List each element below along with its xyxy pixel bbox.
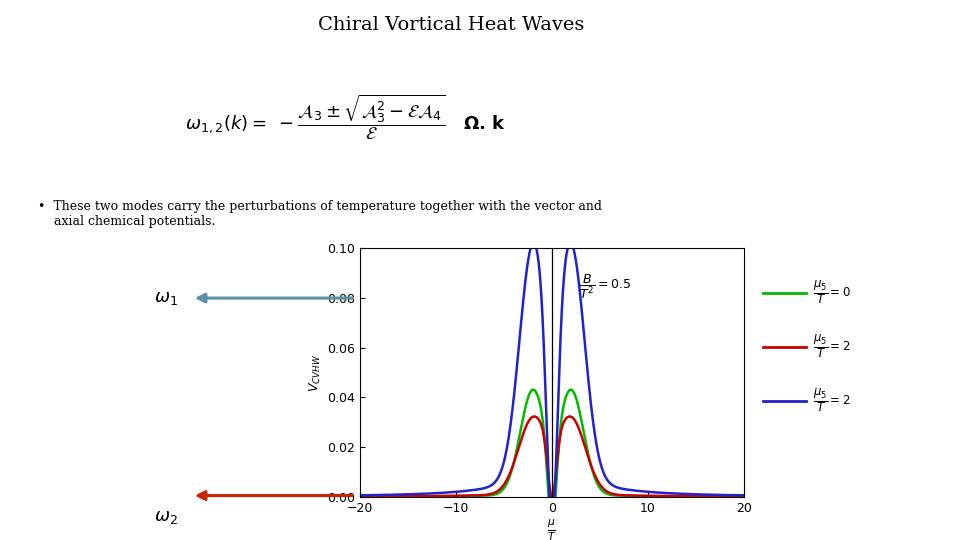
Text: $\dfrac{B}{T^2} = 0.5$: $\dfrac{B}{T^2} = 0.5$ <box>579 273 631 301</box>
Text: Chiral Vortical Heat Waves: Chiral Vortical Heat Waves <box>318 16 585 34</box>
Text: $\dfrac{\mu_5}{T}=0$: $\dfrac{\mu_5}{T}=0$ <box>813 280 851 307</box>
Text: $\omega_2$: $\omega_2$ <box>154 508 178 525</box>
Text: $\omega_{1,2}(k) = \ -\dfrac{\mathcal{A}_3 \pm \sqrt{\mathcal{A}_3^2 - \mathcal{: $\omega_{1,2}(k) = \ -\dfrac{\mathcal{A}… <box>185 92 506 141</box>
Text: $\dfrac{\mu_5}{T}=2$: $\dfrac{\mu_5}{T}=2$ <box>813 388 851 415</box>
Y-axis label: $V_{CVHW}$: $V_{CVHW}$ <box>308 354 323 391</box>
Text: $\dfrac{\mu_5}{T}=2$: $\dfrac{\mu_5}{T}=2$ <box>813 334 851 361</box>
Text: •  These two modes carry the perturbations of temperature together with the vect: • These two modes carry the perturbation… <box>38 200 603 228</box>
Text: $\omega_1$: $\omega_1$ <box>154 289 178 307</box>
X-axis label: $\frac{\mu}{T}$: $\frac{\mu}{T}$ <box>547 517 557 540</box>
